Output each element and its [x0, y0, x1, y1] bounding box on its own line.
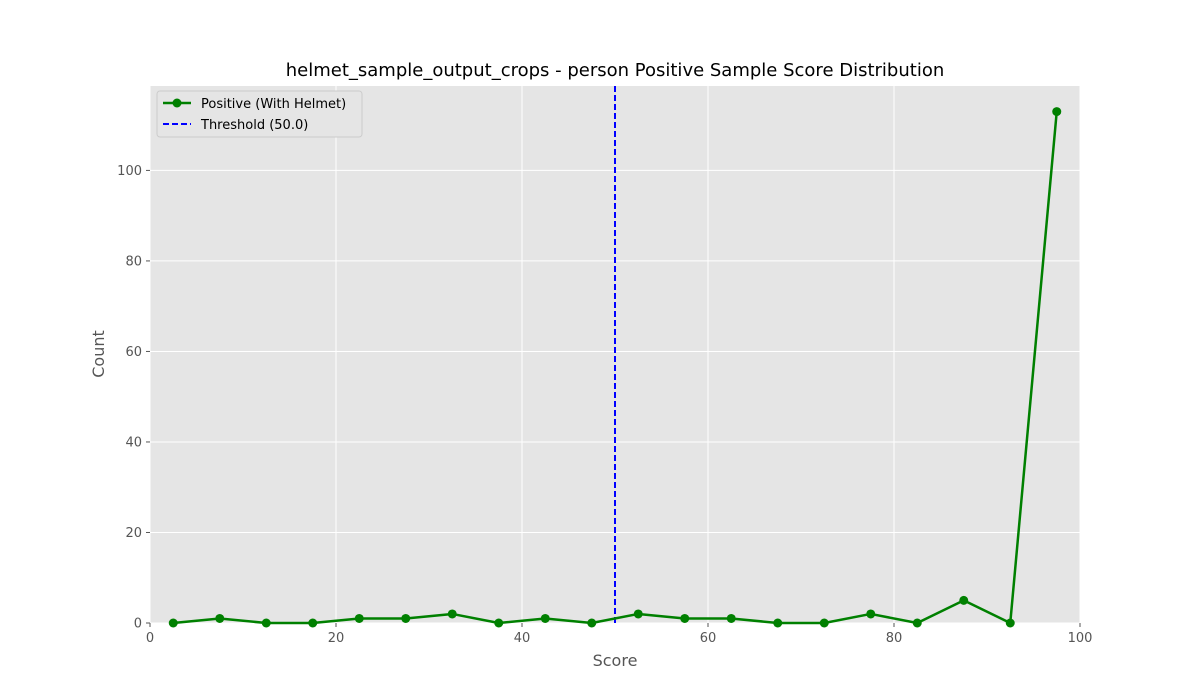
- data-point: [540, 613, 550, 623]
- legend-label-threshold: Threshold (50.0): [200, 118, 308, 133]
- data-point: [726, 613, 736, 623]
- data-point: [447, 609, 457, 619]
- data-point: [354, 613, 364, 623]
- legend-box: [156, 90, 363, 138]
- data-point: [959, 595, 969, 605]
- y-tick-label: 40: [125, 435, 142, 450]
- y-tick-label: 60: [125, 345, 142, 360]
- y-tick-label: 80: [125, 254, 142, 269]
- x-tick-label: 0: [146, 631, 154, 646]
- x-tick-label: 60: [700, 631, 717, 646]
- legend: Positive (With Helmet) Threshold (50.0): [156, 90, 363, 138]
- data-point: [819, 618, 829, 628]
- chart-title: helmet_sample_output_crops - person Posi…: [286, 60, 945, 81]
- y-tick-label: 20: [125, 526, 142, 541]
- legend-label-positive: Positive (With Helmet): [201, 97, 346, 112]
- data-point: [261, 618, 271, 628]
- series-line: [173, 111, 1058, 625]
- plot-area: [150, 86, 1080, 623]
- x-tick-label: 80: [886, 631, 903, 646]
- y-axis-label: Count: [89, 330, 108, 378]
- axis-ticks: 0 20 40 60 80 100 0 20 40 60 80 100: [117, 164, 1092, 646]
- x-tick-label: 100: [1068, 631, 1093, 646]
- data-point: [215, 613, 225, 623]
- data-point: [494, 618, 504, 628]
- x-tick-label: 20: [328, 631, 345, 646]
- y-tick-label: 100: [117, 164, 142, 179]
- data-point: [401, 613, 411, 623]
- legend-series-marker: [172, 98, 182, 108]
- data-point: [587, 618, 597, 628]
- data-point: [168, 618, 178, 628]
- data-point: [1005, 618, 1015, 628]
- data-point: [773, 618, 783, 628]
- data-point: [633, 609, 643, 619]
- data-point: [680, 613, 690, 623]
- data-point: [866, 609, 876, 619]
- y-tick-label: 0: [134, 617, 142, 632]
- series-layer: [168, 107, 1062, 628]
- data-point: [912, 618, 922, 628]
- x-axis-label: Score: [593, 651, 638, 670]
- data-point: [308, 618, 318, 628]
- x-tick-label: 40: [514, 631, 531, 646]
- data-point: [1052, 107, 1062, 117]
